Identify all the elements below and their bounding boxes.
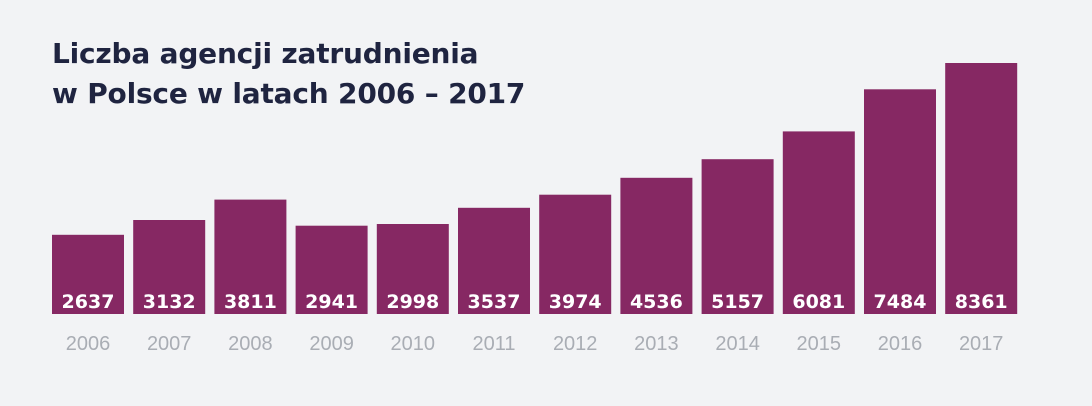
x-tick-label-2014: 2014 — [715, 333, 760, 355]
x-tick-label-2016: 2016 — [878, 333, 923, 355]
data-label-2012: 3974 — [549, 291, 602, 313]
data-label-2014: 5157 — [711, 291, 764, 313]
bar-2009 — [295, 225, 368, 314]
x-tick-label-2006: 2006 — [66, 333, 111, 355]
x-tick-label-2008: 2008 — [228, 333, 273, 355]
bar-2010 — [376, 224, 449, 314]
x-tick-label-2010: 2010 — [391, 333, 436, 355]
x-tick-label-2013: 2013 — [634, 333, 679, 355]
chart-title-line-2: w Polsce w latach 2006 – 2017 — [52, 77, 526, 110]
bar-2012 — [539, 194, 612, 314]
x-tick-label-2011: 2011 — [472, 333, 515, 355]
x-tick-label-2015: 2015 — [797, 333, 842, 355]
chart-title: Liczba agencji zatrudnienia w Polsce w l… — [52, 34, 525, 114]
data-label-2010: 2998 — [386, 291, 439, 313]
data-label-2011: 3537 — [468, 291, 521, 313]
bar-2017 — [945, 63, 1018, 314]
bar-2015 — [782, 131, 855, 314]
bar-2016 — [864, 89, 936, 314]
data-label-2008: 3811 — [224, 291, 277, 313]
x-tick-label-2007: 2007 — [147, 333, 192, 355]
x-tick-label-2017: 2017 — [959, 333, 1004, 355]
data-label-2009: 2941 — [305, 291, 358, 313]
x-tick-label-2009: 2009 — [309, 333, 354, 355]
bar-2014 — [701, 159, 774, 314]
data-label-2017: 8361 — [955, 291, 1008, 313]
data-label-2007: 3132 — [143, 291, 196, 313]
chart-title-line-1: Liczba agencji zatrudnienia — [52, 37, 479, 70]
data-label-2013: 4536 — [630, 291, 683, 313]
data-label-2015: 6081 — [792, 291, 845, 313]
bar-2011 — [458, 207, 530, 314]
bar-2007 — [133, 220, 206, 314]
bar-2013 — [620, 177, 693, 314]
bar-2006 — [52, 234, 124, 314]
bar-2008 — [214, 199, 287, 314]
data-label-2006: 2637 — [62, 291, 115, 313]
x-tick-label-2012: 2012 — [553, 333, 598, 355]
data-label-2016: 7484 — [874, 291, 927, 313]
